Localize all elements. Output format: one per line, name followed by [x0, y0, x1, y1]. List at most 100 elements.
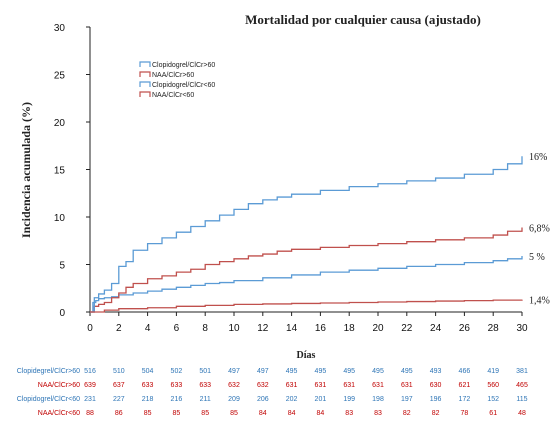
legend-label: Clopidogrel/ClCr<60 — [152, 82, 215, 89]
risk-cell: 501 — [199, 368, 211, 375]
end-label: 1,4% — [529, 296, 550, 307]
risk-cell: 560 — [487, 382, 499, 389]
risk-cell: 198 — [372, 396, 384, 403]
y-tick-label: 30 — [54, 23, 66, 34]
x-tick-label: 2 — [116, 323, 122, 334]
x-tick-label: 22 — [401, 323, 413, 334]
risk-cell: 639 — [84, 382, 96, 389]
series-line-2 — [90, 227, 523, 313]
series-lines — [90, 156, 523, 313]
risk-cell: 637 — [113, 382, 125, 389]
y-tick-label: 0 — [59, 308, 65, 319]
legend-swatch — [139, 91, 151, 97]
risk-cell: 152 — [487, 396, 499, 403]
risk-cell: 381 — [516, 368, 528, 375]
risk-cell: 516 — [84, 368, 96, 375]
risk-cell: 84 — [288, 410, 296, 417]
legend-swatch — [139, 81, 151, 87]
x-tick-label: 16 — [315, 323, 327, 334]
x-ticks: 0 2 4 6 8 10 12 14 16 18 20 22 24 26 28 30 — [87, 312, 528, 334]
y-tick-label: 5 — [59, 261, 65, 272]
risk-cell: 85 — [144, 410, 152, 417]
risk-cell: 497 — [228, 368, 240, 375]
risk-cell: 201 — [315, 396, 327, 403]
risk-cell: 216 — [171, 396, 183, 403]
x-tick-label: 4 — [145, 323, 151, 334]
risk-cell: 631 — [401, 382, 413, 389]
x-tick-label: 0 — [87, 323, 93, 334]
risk-cell: 495 — [343, 368, 355, 375]
risk-cell: 83 — [345, 410, 353, 417]
risk-cell: 82 — [403, 410, 411, 417]
y-axis-label: Incidencia acumulada (%) — [19, 102, 33, 238]
risk-cell: 631 — [286, 382, 298, 389]
end-label: 5 % — [529, 252, 545, 263]
risk-cell: 497 — [257, 368, 269, 375]
risk-cell: 61 — [489, 410, 497, 417]
y-ticks: 0 5 10 15 20 25 30 — [54, 23, 90, 319]
chart-title: Mortalidad por cualquier causa (ajustado… — [245, 12, 481, 27]
end-labels: 16% 6,8% 5 % 1,4% — [529, 152, 550, 306]
x-tick-label: 26 — [459, 323, 471, 334]
risk-cell: 632 — [228, 382, 240, 389]
x-tick-label: 28 — [488, 323, 500, 334]
risk-cell: 504 — [142, 368, 154, 375]
risk-cell: 633 — [199, 382, 211, 389]
risk-cell: 419 — [487, 368, 499, 375]
risk-cell: 197 — [401, 396, 413, 403]
risk-row-label: NAA/ClCr>60 — [38, 382, 80, 389]
legend-label: NAA/ClCr>60 — [152, 72, 194, 79]
x-tick-label: 6 — [174, 323, 180, 334]
risk-cell: 211 — [200, 396, 211, 403]
x-tick-label: 24 — [430, 323, 442, 334]
risk-row-label: Clopidogrel/ClCr<60 — [17, 396, 80, 403]
end-label: 16% — [529, 152, 547, 163]
legend: Clopidogrel/ClCr>60 NAA/ClCr>60 Clopidogre… — [139, 61, 215, 99]
risk-cell: 88 — [86, 410, 94, 417]
y-tick-label: 20 — [54, 118, 66, 129]
risk-cell: 495 — [401, 368, 413, 375]
risk-row-label: Clopidegrel/ClCr>60 — [17, 368, 80, 375]
risk-cell: 82 — [432, 410, 440, 417]
risk-cell: 631 — [315, 382, 327, 389]
x-axis-label: Días — [297, 350, 316, 361]
risk-cell: 502 — [171, 368, 183, 375]
legend-swatch — [139, 71, 151, 77]
risk-cell: 630 — [430, 382, 442, 389]
x-tick-label: 8 — [202, 323, 208, 334]
y-tick-label: 25 — [54, 71, 66, 82]
risk-cell: 227 — [113, 396, 125, 403]
risk-cell: 85 — [201, 410, 209, 417]
risk-cell: 115 — [516, 396, 527, 403]
risk-cell: 495 — [372, 368, 384, 375]
risk-cell: 631 — [372, 382, 384, 389]
risk-cell: 621 — [459, 382, 471, 389]
risk-cell: 466 — [459, 368, 471, 375]
risk-cell: 84 — [317, 410, 325, 417]
y-tick-label: 10 — [54, 213, 66, 224]
series-line-4 — [90, 299, 523, 313]
risk-cell: 633 — [171, 382, 183, 389]
risk-table: Clopidegrel/ClCr>60 516 510 504 502 501 497 497… — [17, 368, 528, 417]
risk-cell: 495 — [286, 368, 298, 375]
risk-cell: 202 — [286, 396, 298, 403]
risk-cell: 86 — [115, 410, 123, 417]
risk-cell: 78 — [461, 410, 469, 417]
risk-cell: 85 — [173, 410, 181, 417]
risk-cell: 209 — [228, 396, 240, 403]
x-tick-label: 20 — [372, 323, 384, 334]
risk-cell: 48 — [518, 410, 526, 417]
risk-cell: 231 — [84, 396, 96, 403]
end-label: 6,8% — [529, 223, 550, 234]
x-tick-label: 18 — [344, 323, 356, 334]
risk-cell: 633 — [142, 382, 154, 389]
risk-cell: 632 — [257, 382, 269, 389]
risk-cell: 218 — [142, 396, 154, 403]
risk-cell: 83 — [374, 410, 382, 417]
risk-cell: 199 — [343, 396, 355, 403]
series-line-1 — [90, 255, 523, 313]
risk-cell: 465 — [516, 382, 528, 389]
series-line-3 — [90, 156, 523, 313]
risk-cell: 206 — [257, 396, 269, 403]
